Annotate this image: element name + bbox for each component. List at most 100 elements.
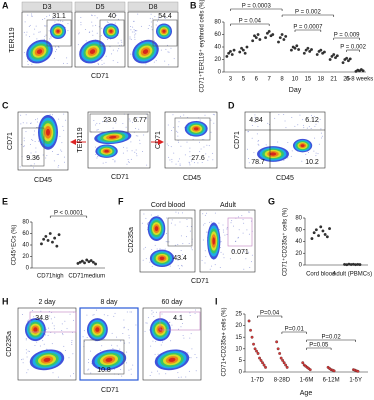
flow-event xyxy=(77,44,79,46)
flow-event xyxy=(177,243,179,245)
flow-event xyxy=(96,17,98,19)
flow-event xyxy=(189,230,191,232)
flow-event xyxy=(71,340,73,342)
flow-event xyxy=(122,152,124,154)
p-value: P=0.01 xyxy=(285,327,305,333)
flow-event xyxy=(93,314,95,316)
flow-event xyxy=(231,220,233,222)
flow-event xyxy=(39,345,41,347)
flow-event xyxy=(101,27,103,29)
x-tick-label: 15 xyxy=(305,77,312,83)
x-axis-label: CD71 xyxy=(191,278,209,285)
flow-event xyxy=(254,121,256,123)
flow-event xyxy=(97,62,99,64)
flow-event xyxy=(189,337,191,339)
flow-event xyxy=(67,23,69,25)
flow-event xyxy=(222,224,224,226)
data-point xyxy=(321,229,325,233)
flow-event xyxy=(29,36,31,38)
flow-event xyxy=(131,31,133,33)
flow-event xyxy=(166,143,168,145)
flow-event xyxy=(54,332,56,334)
flow-event xyxy=(219,267,221,269)
flow-event xyxy=(307,151,309,153)
flow-event xyxy=(114,161,116,163)
flow-event xyxy=(67,30,69,32)
x-tick-label: 8 xyxy=(280,77,284,83)
plot-title: 2 day xyxy=(38,299,56,306)
flow-event xyxy=(150,26,152,28)
flow-event xyxy=(134,38,136,40)
flow-event xyxy=(180,235,182,237)
flow-event xyxy=(179,115,181,117)
flow-event xyxy=(210,131,212,133)
flow-event xyxy=(51,322,53,324)
data-point xyxy=(284,363,288,367)
flow-event xyxy=(90,350,92,352)
flow-event xyxy=(31,139,33,141)
flow-event xyxy=(226,227,228,229)
flow-event xyxy=(143,134,145,136)
flow-event xyxy=(229,258,231,260)
flow-event xyxy=(27,64,29,66)
flow-event xyxy=(42,317,44,319)
flow-event xyxy=(179,315,181,317)
gate xyxy=(99,19,125,47)
flow-event xyxy=(166,44,168,46)
density xyxy=(89,49,96,54)
flow-event xyxy=(88,368,90,370)
panel-letter: G xyxy=(268,196,275,206)
flow-event xyxy=(42,19,44,21)
flow-event xyxy=(53,160,55,162)
data-point xyxy=(230,53,234,56)
data-point xyxy=(255,349,258,353)
data-point xyxy=(267,29,271,33)
plot-title: 60 day xyxy=(161,299,183,306)
y-axis-label: CD71+CD235a+ cells (%) xyxy=(222,307,228,376)
flow-event xyxy=(104,116,106,118)
flow-event xyxy=(35,147,37,149)
data-point xyxy=(330,54,334,58)
flow-event xyxy=(209,268,211,270)
data-point xyxy=(282,38,286,41)
y-tick-label: 60 xyxy=(214,32,221,38)
flow-event xyxy=(247,211,249,213)
flow-event xyxy=(31,309,33,311)
flow-event xyxy=(149,261,151,263)
data-point xyxy=(282,361,286,365)
flow-event xyxy=(294,125,296,127)
y-tick-label: 80 xyxy=(22,220,29,226)
flow-event xyxy=(111,344,113,346)
flow-event xyxy=(122,332,124,334)
flow-event xyxy=(237,216,239,218)
flow-event xyxy=(22,122,24,124)
flow-event xyxy=(133,31,135,33)
flow-event xyxy=(167,51,169,53)
flow-event xyxy=(178,158,180,160)
flow-event xyxy=(249,211,251,213)
data-point xyxy=(314,228,318,232)
flow-event xyxy=(27,14,29,16)
flow-event xyxy=(133,29,135,31)
flow-event xyxy=(54,316,56,318)
flow-event xyxy=(47,334,49,336)
flow-event xyxy=(25,339,27,341)
flow-event xyxy=(43,38,45,40)
flow-event xyxy=(132,26,134,28)
flow-event xyxy=(151,310,153,312)
flow-event xyxy=(174,317,176,319)
flow-event xyxy=(177,372,179,374)
flow-event xyxy=(145,117,147,119)
flow-event xyxy=(118,48,120,50)
flow-event xyxy=(109,46,111,48)
y-tick-label: 20 xyxy=(295,251,302,257)
highlight xyxy=(79,307,139,381)
flow-event xyxy=(147,222,149,224)
flow-event xyxy=(230,222,232,224)
data-point xyxy=(256,352,260,355)
data-point xyxy=(78,260,82,264)
data-point xyxy=(312,231,316,235)
flow-event xyxy=(181,265,183,267)
y-tick-label: 20 xyxy=(235,323,242,329)
data-point xyxy=(57,233,61,237)
